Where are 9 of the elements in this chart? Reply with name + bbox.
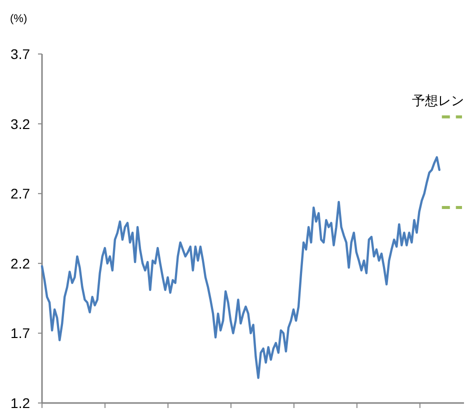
- y-tick-label: 1.7: [10, 325, 30, 342]
- y-tick-label: 2.7: [10, 186, 30, 202]
- line-series: [40, 156, 440, 379]
- series-label: 予想レン: [412, 92, 464, 108]
- y-tick-label: 2.2: [10, 255, 30, 272]
- y-tick-label: 3.7: [10, 46, 30, 62]
- y-axis-title: (%): [10, 13, 28, 25]
- y-tick-label: 3.2: [10, 116, 30, 132]
- y-tick-label: 1.2: [10, 395, 30, 411]
